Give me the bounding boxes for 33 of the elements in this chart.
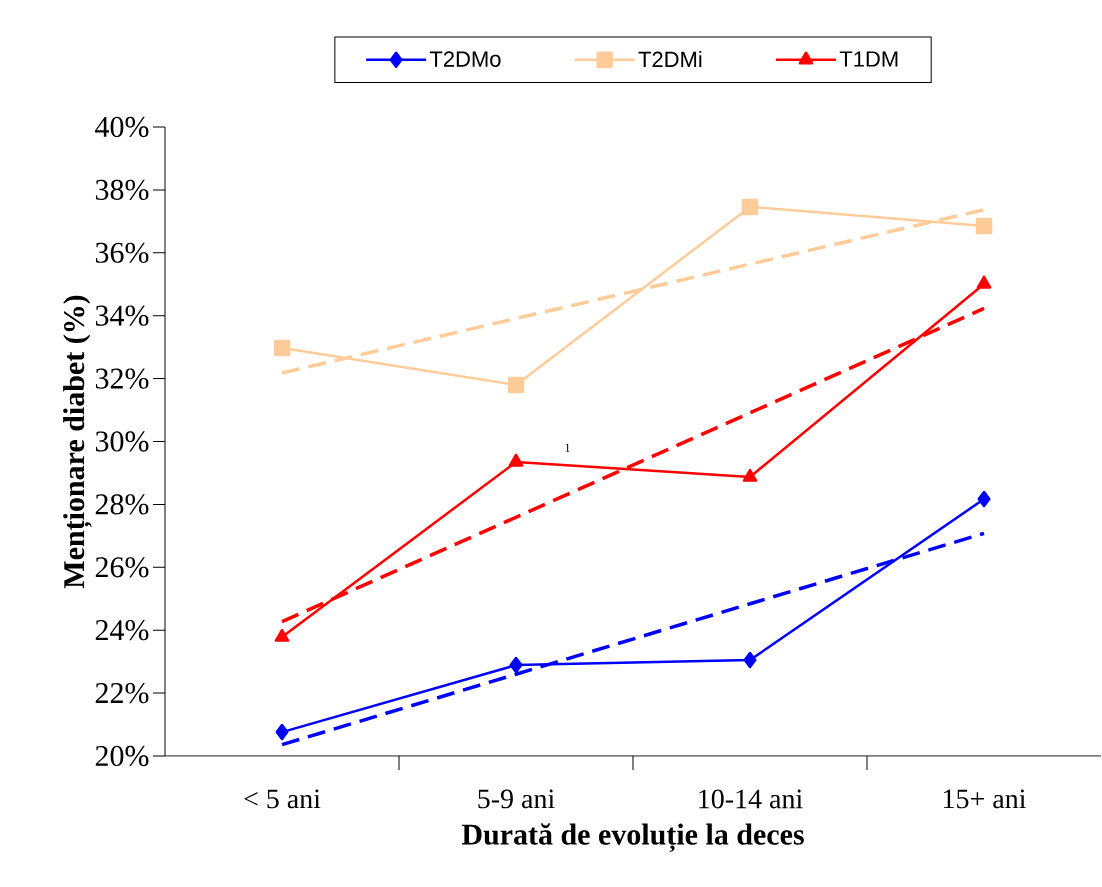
- x-tick-label: 5-9 ani: [478, 789, 555, 809]
- y-tick-label: 22%: [95, 682, 149, 704]
- x-axis-title: Durată de evoluție la deces: [461, 823, 804, 853]
- y-tick-label: 24%: [95, 620, 149, 641]
- point: [507, 376, 525, 394]
- point: [975, 217, 993, 235]
- point: [977, 490, 991, 508]
- legend-label: T2DMi: [638, 51, 702, 67]
- y-tick-label: 38%: [95, 179, 149, 201]
- x-tick-label: 15+ ani: [943, 789, 1026, 809]
- point: [742, 468, 758, 482]
- point: [274, 628, 290, 642]
- point: [741, 198, 759, 216]
- point: [508, 453, 524, 467]
- y-tick-label: 30%: [95, 431, 149, 452]
- point: [976, 275, 992, 289]
- y-tick-label: 36%: [95, 242, 149, 263]
- legend-label: T1DM: [839, 51, 898, 67]
- point: [509, 656, 523, 674]
- annotation: 1: [565, 443, 570, 452]
- y-tick-label: 40%: [95, 116, 149, 138]
- y-tick-label: 28%: [95, 494, 149, 515]
- x-tick-label: < 5 ani: [244, 789, 321, 809]
- legend-label: T2DMo: [429, 51, 501, 67]
- point: [743, 651, 757, 669]
- x-tick-label: 10-14 ani: [699, 789, 803, 809]
- y-tick-label: 32%: [95, 368, 149, 389]
- y-tick-label: 20%: [95, 745, 149, 767]
- point: [273, 339, 291, 357]
- y-tick-label: 34%: [95, 305, 149, 326]
- y-tick-label: 26%: [95, 557, 149, 578]
- y-axis-title: Menționare diabet (%): [63, 295, 92, 589]
- point: [275, 723, 289, 741]
